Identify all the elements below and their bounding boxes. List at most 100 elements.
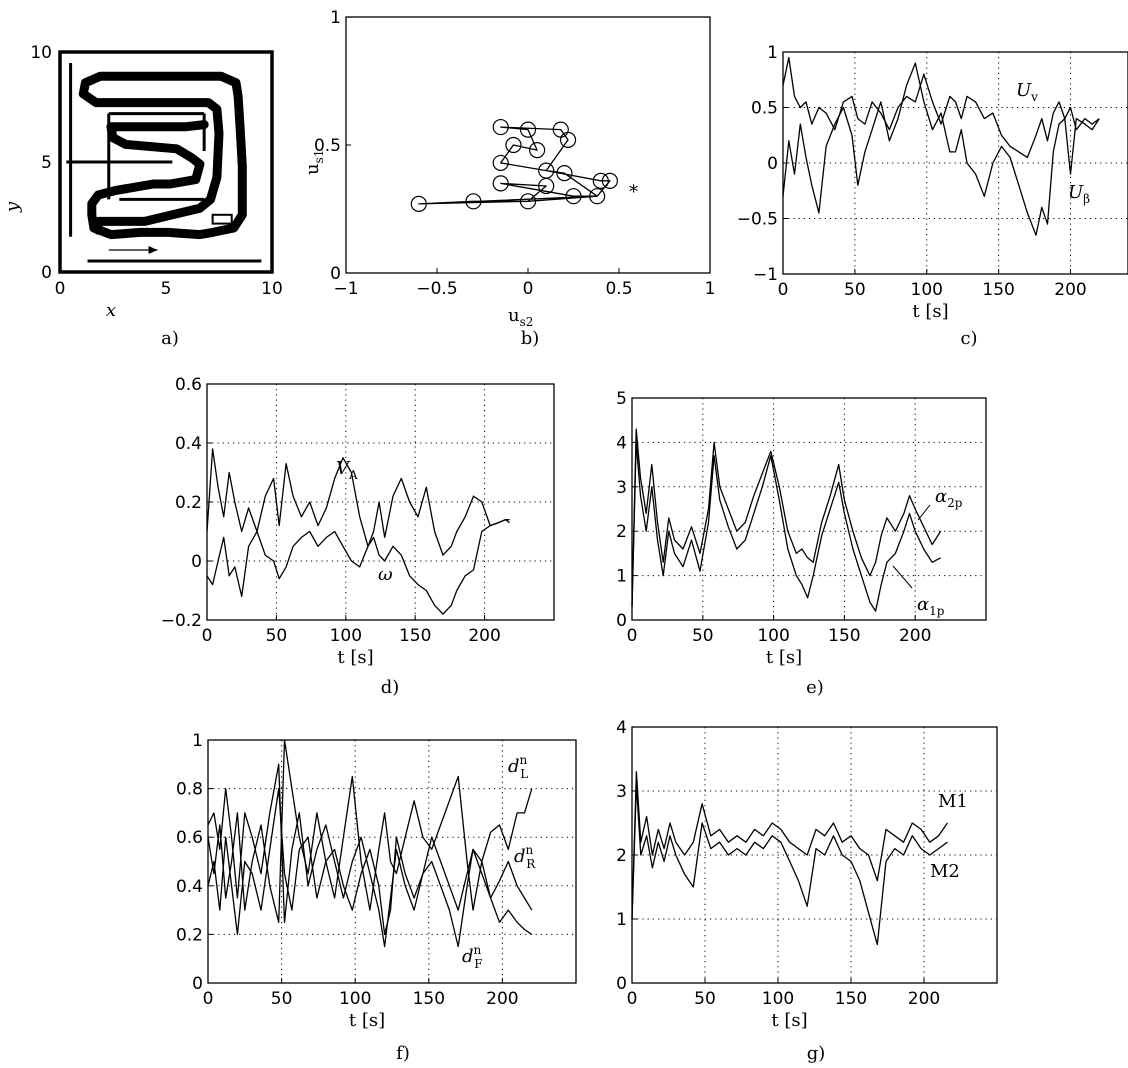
y-tick-label: 0 <box>191 552 202 572</box>
panel-caption: a) <box>161 328 179 349</box>
x-tick-label: −1 <box>333 279 358 299</box>
y-tick-label: 3 <box>616 782 627 802</box>
x-tick-label: 100 <box>330 626 362 646</box>
x-tick-label: 50 <box>692 626 714 646</box>
chart-panel-f: 0 50 100 150 200 0 0.2 0.4 0.6 0.8 1 t [s] f) dn L dn R d… <box>176 731 577 1064</box>
scatter-point <box>492 118 509 136</box>
series-line <box>206 519 510 615</box>
series-label: ω <box>378 564 393 585</box>
panel-caption: b) <box>521 328 540 349</box>
x-tick-label: 0 <box>202 626 213 646</box>
x-tick-label: 0 <box>778 280 789 300</box>
series-label: dn R <box>514 843 536 871</box>
series-line <box>206 448 510 556</box>
y-axis-label: y <box>2 201 23 213</box>
panel-caption: e) <box>806 677 824 698</box>
x-tick-label: 200 <box>1054 280 1086 300</box>
scatter-point <box>528 142 546 159</box>
plot-frame <box>345 16 711 274</box>
leader-line <box>892 565 913 589</box>
y-tick-label: 1 <box>616 910 627 930</box>
series-line <box>207 763 533 948</box>
y-tick-label: 0 <box>330 264 341 284</box>
series-line <box>631 783 948 946</box>
series-label: dn L <box>508 753 528 781</box>
y-tick-label: 2 <box>616 846 627 866</box>
scatter-point <box>492 154 509 172</box>
series-label: dn F <box>462 943 483 971</box>
panel-caption: c) <box>960 328 977 349</box>
y-tick-label: −1 <box>753 265 778 285</box>
scatter-point <box>492 175 509 192</box>
scatter-point <box>465 193 482 210</box>
robot-trajectory <box>78 71 247 240</box>
x-tick-label: 200 <box>486 989 518 1009</box>
y-tick-label: 5 <box>616 389 627 409</box>
series-label: M2 <box>930 861 960 882</box>
scatter-point <box>410 195 427 212</box>
x-axis-label: t [s] <box>337 647 373 668</box>
x-tick-label: 50 <box>266 626 288 646</box>
map-outer-wall <box>58 50 274 274</box>
y-tick-label: 0 <box>192 974 203 994</box>
x-tick-label: 100 <box>911 280 943 300</box>
series-label: α1p <box>917 594 945 618</box>
y-tick-label: 4 <box>616 433 627 453</box>
x-tick-label: 1 <box>705 279 716 299</box>
scatter-point <box>565 188 582 205</box>
x-tick-label: 0.5 <box>605 279 632 299</box>
x-tick-label: 100 <box>339 989 371 1009</box>
panel-caption: d) <box>381 677 400 698</box>
chart-panel-d: 0 50 100 150 200−0.200.20.40.6t [s]d)VAω <box>161 375 555 698</box>
x-axis-label: t [s] <box>771 1010 807 1031</box>
x-tick-label: 200 <box>899 626 931 646</box>
scatter-point <box>519 193 537 210</box>
series-label: Uβ <box>1068 182 1090 206</box>
start-arrow-head <box>148 246 158 254</box>
y-tick-label: 10 <box>30 43 52 63</box>
x-tick-label: 150 <box>828 626 860 646</box>
y-tick-label: 0 <box>616 974 627 994</box>
series-line <box>631 428 942 607</box>
x-tick-label: 5 <box>161 279 172 299</box>
chart-panel-b: −1 −0.5 0 0.5 1 0 0.5 1 ∗ us2 us1 b) <box>302 8 715 349</box>
series-label: α2p <box>935 486 963 510</box>
series-line <box>782 56 1100 159</box>
map-obstacle <box>211 213 233 225</box>
y-tick-label: 0 <box>767 154 778 174</box>
x-tick-label: 150 <box>399 626 431 646</box>
series-line <box>207 787 533 948</box>
x-tick-label: 100 <box>762 989 794 1009</box>
scatter-point <box>556 165 573 182</box>
scatter-point <box>589 188 606 205</box>
series-line <box>631 771 948 920</box>
x-axis-label: x <box>106 300 116 321</box>
scatter-point <box>601 172 619 189</box>
series-label: M1 <box>938 791 968 812</box>
x-tick-label: 0 <box>627 989 638 1009</box>
x-tick-label: 150 <box>982 280 1014 300</box>
y-tick-label: 0.6 <box>175 375 202 395</box>
x-tick-label: 150 <box>413 989 445 1009</box>
scatter-point <box>505 136 522 154</box>
y-tick-label: 1 <box>192 731 203 751</box>
series-label: VA <box>336 458 358 482</box>
x-tick-label: −0.5 <box>416 279 457 299</box>
y-tick-label: 0.5 <box>751 99 778 119</box>
x-tick-label: 0 <box>203 989 214 1009</box>
chart-panel-a: 0 5 10 0 5 10 x y a) <box>2 43 283 349</box>
x-tick-label: 50 <box>844 280 866 300</box>
x-tick-label: 150 <box>835 989 867 1009</box>
scatter-point <box>552 121 569 138</box>
star-marker: ∗ <box>627 178 639 199</box>
scatter-point <box>592 172 609 189</box>
y-tick-label: 0 <box>616 611 627 631</box>
series-line <box>782 62 1100 236</box>
y-tick-label: 1 <box>616 567 627 587</box>
y-tick-label: −0.2 <box>161 611 202 631</box>
x-tick-label: 0 <box>55 279 66 299</box>
x-tick-label: 200 <box>468 626 500 646</box>
plot-frame <box>631 397 987 621</box>
plot-frame <box>207 739 577 984</box>
